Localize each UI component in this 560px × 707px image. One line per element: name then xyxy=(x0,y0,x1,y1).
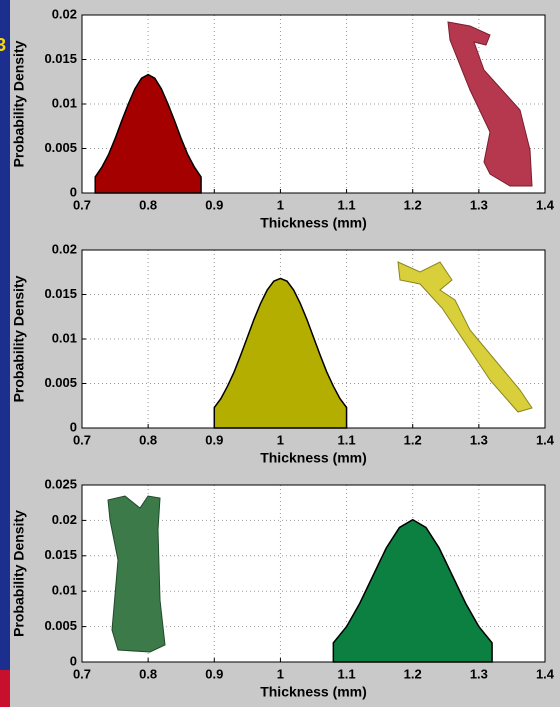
x-tick-label: 1.4 xyxy=(536,432,555,447)
x-tick-label: 1.2 xyxy=(404,432,422,447)
y-axis-label: Probability Density xyxy=(11,40,27,167)
y-tick-label: 0 xyxy=(70,653,77,668)
y-tick-label: 0 xyxy=(70,419,77,434)
x-axis-label: Thickness (mm) xyxy=(260,450,367,466)
x-tick-label: 0.9 xyxy=(205,432,223,447)
y-tick-label: 0.005 xyxy=(44,140,77,155)
x-tick-label: 0.8 xyxy=(139,197,157,212)
x-tick-label: 1 xyxy=(277,197,284,212)
part-image xyxy=(397,261,533,413)
y-tick-label: 0.005 xyxy=(44,375,77,390)
part-image xyxy=(447,21,533,187)
y-tick-label: 0.005 xyxy=(44,618,77,633)
x-tick-label: 1.1 xyxy=(338,666,356,681)
y-tick-label: 0.015 xyxy=(44,286,77,301)
x-tick-label: 1 xyxy=(277,432,284,447)
y-tick-label: 0.01 xyxy=(52,95,77,110)
side-strip-accent xyxy=(0,670,10,707)
x-tick-label: 0.7 xyxy=(73,197,91,212)
density-area xyxy=(332,518,493,663)
x-tick-label: 0.8 xyxy=(139,432,157,447)
part-image xyxy=(107,495,166,653)
x-tick-label: 0.8 xyxy=(139,666,157,681)
density-area xyxy=(213,277,348,429)
x-tick-label: 0.9 xyxy=(205,666,223,681)
x-tick-label: 1.2 xyxy=(404,197,422,212)
plot-frame xyxy=(81,249,546,429)
x-tick-label: 1.4 xyxy=(536,666,555,681)
x-tick-label: 0.7 xyxy=(73,432,91,447)
y-tick-label: 0.015 xyxy=(44,51,77,66)
x-axis-label: Thickness (mm) xyxy=(260,684,367,700)
x-tick-label: 1.1 xyxy=(338,197,356,212)
plot-frame xyxy=(81,14,546,194)
y-tick-label: 0 xyxy=(70,184,77,199)
x-tick-label: 1.3 xyxy=(470,666,488,681)
y-tick-label: 0.01 xyxy=(52,583,77,598)
y-tick-label: 0.01 xyxy=(52,330,77,345)
x-tick-label: 1.3 xyxy=(470,197,488,212)
y-tick-label: 0.02 xyxy=(52,6,77,21)
y-axis-label: Probability Density xyxy=(11,510,27,637)
y-tick-label: 0.015 xyxy=(44,547,77,562)
x-tick-label: 1.3 xyxy=(470,432,488,447)
density-area xyxy=(94,73,202,194)
x-tick-label: 1.4 xyxy=(536,197,555,212)
x-tick-label: 1 xyxy=(277,666,284,681)
y-tick-label: 0.02 xyxy=(52,241,77,256)
plot-frame xyxy=(81,484,546,663)
y-axis-label: Probability Density xyxy=(11,275,27,402)
y-tick-label: 0.02 xyxy=(52,512,77,527)
x-tick-label: 0.9 xyxy=(205,197,223,212)
y-tick-label: 0.025 xyxy=(44,476,77,491)
x-tick-label: 1.2 xyxy=(404,666,422,681)
slide-number: 3 xyxy=(0,35,6,55)
x-tick-label: 1.1 xyxy=(338,432,356,447)
x-tick-label: 0.7 xyxy=(73,666,91,681)
x-axis-label: Thickness (mm) xyxy=(260,215,367,231)
side-strip xyxy=(0,0,10,707)
